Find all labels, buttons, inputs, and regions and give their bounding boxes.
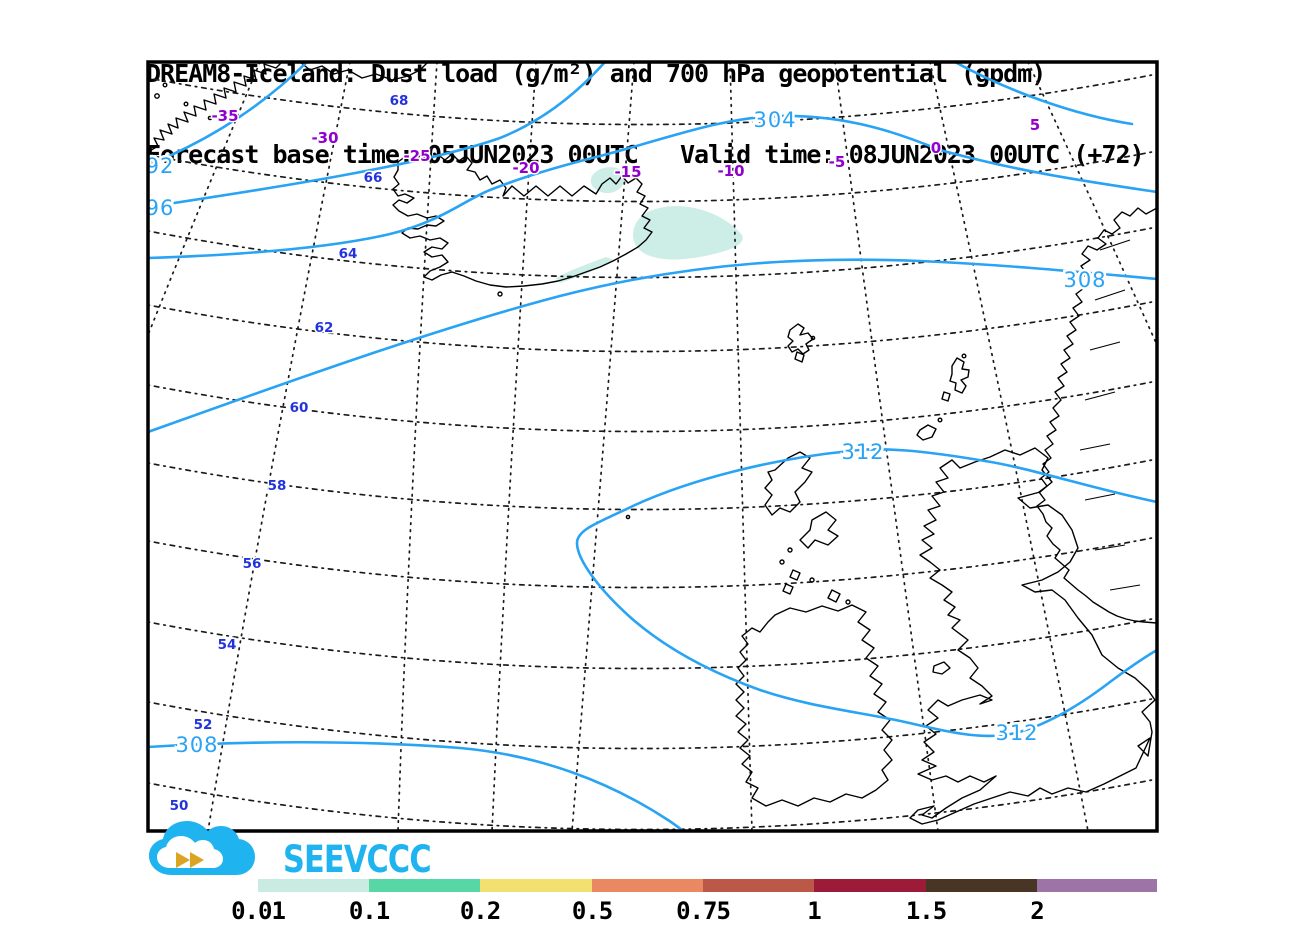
colorbar-segment-4 — [592, 879, 703, 892]
geopotential-contours — [148, 62, 1157, 831]
faroe-islands — [787, 323, 814, 355]
norway-fjords — [1079, 239, 1141, 591]
lon-label--10: -10 — [717, 162, 744, 180]
logo-text: SEEVCCC — [283, 838, 431, 881]
contour-label-312-upper: 312 — [841, 440, 884, 464]
lat-label-60: 60 — [290, 400, 309, 416]
lat-label-64: 64 — [339, 246, 358, 262]
colorbar-segment-6 — [814, 879, 926, 892]
contour-308-south — [148, 740, 685, 831]
colorbar-tick-2: 2 — [1030, 897, 1043, 925]
lat-label-66: 66 — [364, 170, 383, 186]
contour-label-308-sw: 308 — [175, 733, 218, 757]
map-border — [146, 60, 1159, 833]
colorbar-tick-1: 1 — [807, 897, 821, 925]
colorbar-segment-3 — [480, 879, 592, 892]
colorbar-tick-0.5: 0.5 — [572, 897, 612, 925]
colorbar-tick-0.1: 0.1 — [349, 897, 390, 925]
isle-of-man — [932, 661, 951, 675]
orkney-islands — [916, 424, 937, 441]
latitude-labels: 68 66 64 62 60 58 56 54 52 50 — [168, 92, 410, 816]
colorbar-tick-1.5: 1.5 — [906, 897, 946, 925]
colorbar-segment-1 — [258, 879, 369, 892]
contour-label-292: 92 — [146, 154, 175, 178]
colorbar-segment-2 — [369, 879, 480, 892]
norway-coast — [1036, 207, 1157, 624]
great-britain-coast — [909, 447, 1156, 825]
lat-label-50: 50 — [170, 798, 189, 814]
contour-label-304: 304 — [753, 108, 796, 132]
shetland-islands — [949, 357, 970, 394]
contour-label-308-ne: 308 — [1063, 268, 1106, 292]
greenland-coast — [148, 62, 283, 153]
longitude-labels: -35 -30 -25 -20 -15 -10 -5 0 5 — [210, 106, 1042, 183]
contour-304 — [148, 114, 1157, 260]
contour-292 — [148, 62, 309, 167]
lat-label-52: 52 — [194, 717, 213, 733]
colorbar-tick-0.01: 0.01 — [231, 897, 285, 925]
dust-patch-east-of-iceland — [633, 206, 743, 260]
seevccc-logo: SEEVCCC — [149, 821, 432, 881]
lon-label--5: -5 — [829, 153, 846, 171]
rockall-islet — [625, 514, 631, 520]
lat-label-54: 54 — [218, 637, 237, 653]
colorbar-tick-0.2: 0.2 — [460, 897, 500, 925]
lon-label-5: 5 — [1030, 116, 1040, 134]
ireland-coast — [735, 604, 893, 807]
colorbar-segment-8 — [1037, 879, 1157, 892]
contour-296 — [148, 62, 607, 209]
lon-label--25: -25 — [403, 147, 430, 165]
longitude-gridlines — [148, 62, 1157, 831]
greenland-inner-coast — [299, 62, 429, 81]
contour-label-296: 96 — [146, 196, 175, 220]
contour-308-north — [148, 258, 1157, 434]
lon-label--20: -20 — [512, 159, 539, 177]
lat-label-62: 62 — [315, 320, 334, 336]
iceland-coast — [392, 153, 653, 288]
contour-label-312-lower: 312 — [995, 721, 1038, 745]
logo-arrow-icon — [176, 852, 204, 868]
lon-label--35: -35 — [211, 107, 238, 125]
lon-label--15: -15 — [614, 163, 641, 181]
contour-value-labels: 92 96 304 308 312 312 308 — [143, 106, 1108, 760]
lat-label-58: 58 — [268, 478, 287, 494]
contour-312 — [575, 448, 1157, 738]
lat-label-56: 56 — [243, 556, 262, 572]
contour-300 — [953, 62, 1134, 126]
latitude-gridlines — [148, 73, 1157, 831]
lat-label-68: 68 — [390, 93, 409, 109]
dust-load-patches — [556, 167, 743, 283]
colorbar-tick-0.75: 0.75 — [676, 897, 730, 925]
lon-label--30: -30 — [311, 129, 338, 147]
lon-label-0: 0 — [931, 139, 941, 157]
colorbar-segment-7 — [926, 879, 1037, 892]
colorbar-segment-5 — [703, 879, 814, 892]
dust-load-colorbar: 0.01 0.1 0.2 0.5 0.75 1 1.5 2 — [231, 879, 1157, 925]
coastlines — [148, 62, 1157, 825]
